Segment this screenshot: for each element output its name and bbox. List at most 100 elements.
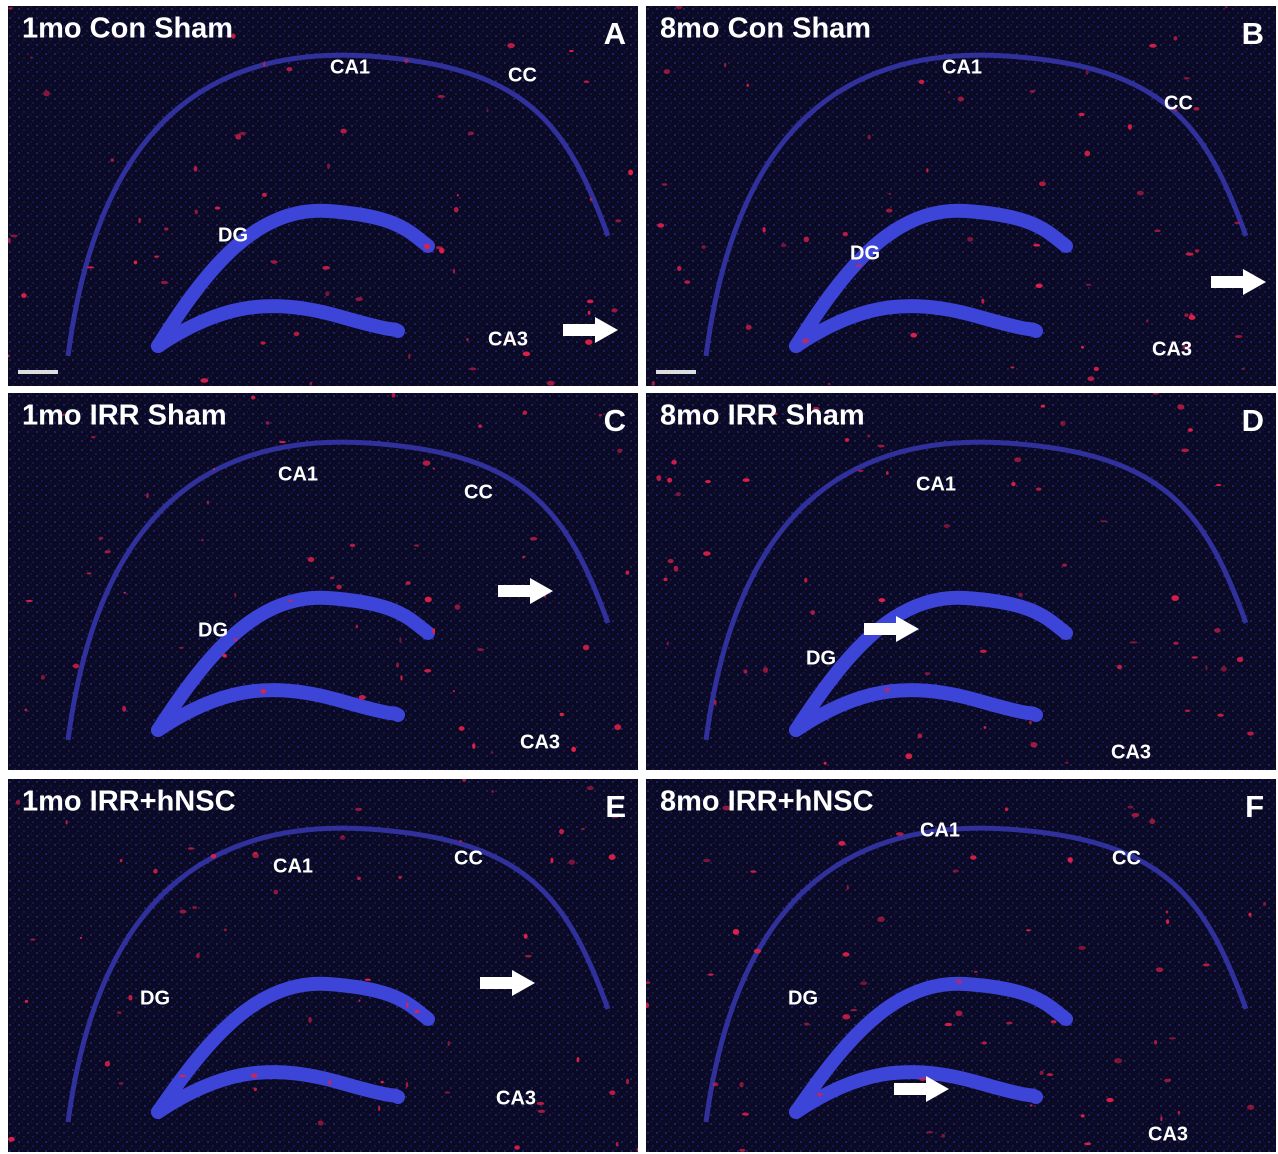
red-cell [646,1002,650,1009]
red-cell [424,596,432,603]
red-cell [1184,709,1191,712]
red-cell [1184,313,1189,318]
red-cell [200,378,209,383]
red-cell [827,382,831,386]
red-cell [1062,563,1068,567]
red-cell [842,1014,851,1020]
dg-lower [151,1065,405,1119]
red-cell [154,255,159,258]
red-cell [957,96,964,102]
red-cell [1026,929,1031,932]
panel-title: 8mo Con Sham [660,13,871,45]
red-cell [260,689,267,694]
red-cell [625,1078,630,1085]
red-cell [712,1082,719,1087]
red-cell [253,1087,257,1092]
red-cell [196,953,200,959]
red-cell [478,424,482,428]
red-cell [850,1008,858,1012]
ca1-layer [65,439,611,741]
red-cell [423,243,431,250]
red-cell [625,570,630,575]
region-label: DG [806,647,836,669]
red-cell [293,331,300,337]
red-cell [265,421,270,425]
scale-bar [18,370,58,374]
red-cell [187,847,195,850]
red-cell [1194,249,1200,253]
red-cell [339,835,346,840]
red-cell [586,786,594,791]
ca1-layer [65,825,611,1123]
red-cell [73,663,80,669]
red-cell [317,1120,324,1126]
red-cell [919,1077,927,1082]
red-cell [490,751,494,754]
red-cell [357,876,361,881]
red-cell [667,558,674,564]
dg-lower [789,299,1043,353]
red-cell [424,668,432,673]
region-label: CA3 [496,1087,536,1109]
dg-lower [151,299,405,353]
tissue [8,393,638,770]
dg-upper [789,590,1073,737]
dg-lower [789,683,1043,737]
red-cell [666,641,669,646]
red-cell [671,459,677,465]
red-cell [576,1056,580,1063]
red-cell [580,827,585,830]
red-cell [614,724,622,731]
red-cell [586,299,594,304]
red-cell [432,628,436,634]
red-cell [636,1147,638,1152]
red-cell [260,341,266,345]
red-cell [458,726,465,731]
red-cell [514,1145,520,1150]
red-cell [1220,666,1227,672]
red-cell [1040,404,1046,408]
dg-upper [151,976,435,1119]
red-cell [263,61,266,68]
panel: 8mo IRR+hNSC F CA1 CC DG CA3 [646,779,1276,1152]
red-cell [1146,319,1149,323]
red-cell [116,1011,122,1015]
red-cell [867,134,871,140]
red-cell [79,936,83,939]
red-cell [1035,283,1043,288]
red-cell [380,1080,384,1084]
image [646,6,1276,386]
red-cell [981,1041,987,1045]
red-cell [1152,393,1160,395]
red-cell [1166,919,1170,925]
red-cell [773,412,778,416]
red-cell [477,648,485,652]
red-cell [609,1090,616,1096]
red-cell [746,83,750,87]
red-cell [677,265,682,272]
red-cell [1065,761,1069,764]
red-cell [110,158,115,162]
region-label: CC [508,64,537,86]
image [8,6,638,386]
panel-letter: D [1242,403,1264,438]
red-cell [1191,656,1198,659]
region-label: DG [140,987,170,1009]
red-cell [192,905,198,910]
dg-lower [789,1065,1043,1119]
panel-title: 1mo IRR Sham [22,400,227,432]
red-cell [713,699,717,706]
red-cell [571,746,577,753]
red-cell [104,1060,111,1067]
red-cell [753,948,762,954]
red-cell [617,448,623,454]
region-label: DG [198,619,228,641]
red-cell [918,79,925,85]
red-cell [1046,1073,1054,1077]
red-cell [399,637,402,644]
region-label: CA1 [916,473,956,495]
red-cell [1039,181,1046,187]
red-cell [398,875,402,879]
arrow [498,578,553,604]
red-cell [405,1081,409,1088]
